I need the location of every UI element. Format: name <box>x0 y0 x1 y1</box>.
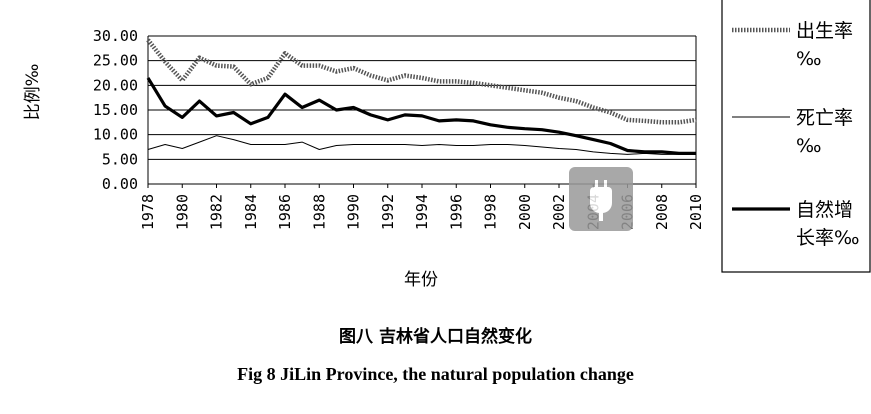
plug-icon-cord <box>599 212 603 221</box>
y-tick-label: 25.00 <box>93 52 138 70</box>
y-axis-title: 比例‰ <box>23 64 43 121</box>
series-line-2 <box>146 77 696 155</box>
x-tick-label: 2000 <box>516 194 534 230</box>
legend-box <box>721 0 871 273</box>
plug-icon-prong-right <box>604 180 607 188</box>
x-tick-label: 1998 <box>482 194 500 230</box>
x-tick-label: 1996 <box>447 194 465 230</box>
legend-label-2: 自然增 <box>796 199 853 221</box>
x-axis-title: 年份 <box>404 270 438 290</box>
series-line-0 <box>146 38 697 125</box>
x-tick-label: 1992 <box>379 194 397 230</box>
legend-label-0: ‰ <box>796 48 822 70</box>
x-tick-label: 2008 <box>653 194 671 230</box>
legend-label-0: 出生率 <box>796 20 853 42</box>
x-tick-label: 2002 <box>550 194 568 230</box>
x-tick-label: 2010 <box>687 194 705 230</box>
x-tick-label: 1980 <box>173 194 191 230</box>
plugin-overlay-button[interactable] <box>569 167 633 231</box>
y-axis-tick-labels: 0.00 5.00 10.00 15.00 20.00 25.00 30.00 <box>93 27 138 193</box>
y-tick-label: 0.00 <box>102 175 138 193</box>
legend-label-1: ‰ <box>796 135 822 157</box>
y-tick-label: 5.00 <box>102 150 138 168</box>
legend-label-2: 长率‰ <box>796 227 860 249</box>
figure-caption-english: Fig 8 JiLin Province, the natural popula… <box>237 364 634 384</box>
x-tick-label: 1994 <box>413 194 431 230</box>
y-tick-label: 30.00 <box>93 27 138 45</box>
x-tick-label: 1990 <box>345 194 363 230</box>
x-tick-label: 1984 <box>242 194 260 230</box>
x-tick-label: 1978 <box>139 194 157 230</box>
legend-label-1: 死亡率 <box>796 107 853 129</box>
plug-icon-prong-left <box>595 180 598 188</box>
x-tick-label: 1986 <box>276 194 294 230</box>
series-lines <box>146 38 697 155</box>
series-line-1 <box>147 135 697 155</box>
y-tick-label: 20.00 <box>93 76 138 94</box>
plug-icon <box>590 187 612 213</box>
x-tick-label: 1988 <box>310 194 328 230</box>
y-tick-label: 15.00 <box>93 101 138 119</box>
x-tick-label: 1982 <box>208 194 226 230</box>
figure-caption-chinese: 图八 吉林省人口自然变化 <box>339 327 532 347</box>
y-tick-label: 10.00 <box>93 126 138 144</box>
